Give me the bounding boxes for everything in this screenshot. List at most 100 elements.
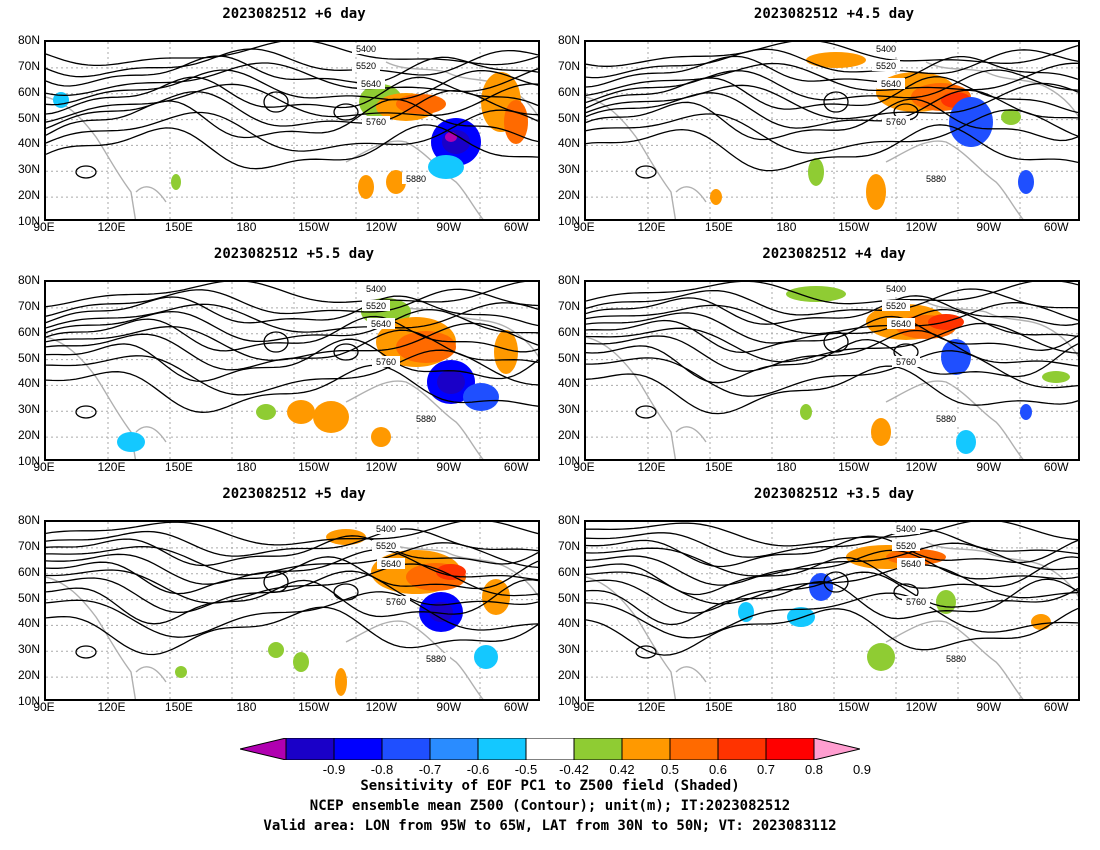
contour-label-bg bbox=[887, 318, 915, 329]
sensitivity-shade bbox=[1042, 371, 1070, 383]
sensitivity-shade bbox=[806, 52, 866, 68]
lon-tick-label: 90E bbox=[573, 220, 595, 234]
lat-tick-label: 80N bbox=[557, 273, 580, 287]
lat-tick-label: 20N bbox=[557, 188, 580, 203]
z500-contour bbox=[46, 124, 538, 170]
sensitivity-shade bbox=[808, 158, 824, 186]
lon-tick-label: 90W bbox=[976, 220, 1002, 234]
colorbar-tick-label: 0.6 bbox=[708, 762, 728, 777]
z500-contour bbox=[586, 69, 1078, 104]
lat-tick-label: 40N bbox=[17, 616, 40, 631]
panel-title: 2023082512 +4.5 day bbox=[753, 6, 915, 22]
coastline bbox=[925, 61, 1078, 117]
colorbar-box bbox=[429, 738, 479, 760]
colorbar-box bbox=[717, 738, 767, 760]
contour-label-bg bbox=[882, 283, 910, 294]
z500-contour bbox=[586, 607, 1078, 656]
contour-label: 5640 bbox=[371, 319, 391, 329]
z500-contour bbox=[46, 563, 538, 604]
z500-contour bbox=[46, 308, 538, 343]
contour-label: 5400 bbox=[876, 44, 896, 54]
z500-contour bbox=[586, 109, 1078, 154]
contour-label-bg bbox=[897, 558, 925, 569]
coastline bbox=[586, 96, 677, 219]
lat-tick-label: 70N bbox=[557, 298, 580, 313]
coastline bbox=[385, 61, 538, 117]
sensitivity-shade bbox=[371, 427, 391, 447]
z500-contour bbox=[823, 91, 849, 113]
z500-contour bbox=[586, 338, 1078, 384]
contour-label-bg bbox=[922, 173, 950, 184]
z500-contour bbox=[586, 522, 1078, 547]
coastline bbox=[46, 336, 137, 459]
sensitivity-shade bbox=[787, 607, 815, 627]
z500-contour bbox=[46, 535, 538, 567]
contour-label: 5400 bbox=[376, 524, 396, 534]
z500-contour bbox=[586, 578, 1078, 626]
lon-tick-label: 150W bbox=[298, 220, 330, 234]
z500-contour bbox=[46, 364, 538, 413]
z500-contour bbox=[46, 282, 526, 308]
lat-tick-label: 30N bbox=[17, 402, 40, 417]
map-plot: 5400 5520 5640 5760 5880 bbox=[586, 282, 1078, 459]
contour-label: 5400 bbox=[896, 524, 916, 534]
z500-contour bbox=[46, 338, 538, 382]
lon-tick-label: 90E bbox=[33, 220, 55, 234]
map-plot: 5400 5520 5640 5760 5880 bbox=[46, 42, 538, 219]
coastline bbox=[46, 576, 137, 699]
sensitivity-shade bbox=[445, 132, 457, 142]
sensitivity-shade bbox=[1001, 109, 1021, 125]
z500-contour bbox=[586, 535, 1078, 568]
sensitivity-shade bbox=[867, 643, 895, 671]
lat-tick-label: 80N bbox=[17, 513, 40, 527]
sensitivity-shade bbox=[738, 602, 754, 622]
map-panel: 5400 5520 5640 5760 5880 bbox=[584, 280, 1080, 461]
colorbar-tick-label: 0.5 bbox=[660, 762, 680, 777]
z500-contour bbox=[46, 42, 538, 67]
sensitivity-shade bbox=[386, 170, 406, 194]
lat-tick-label: 10N bbox=[557, 694, 580, 708]
lat-tick-label: 20N bbox=[17, 668, 40, 683]
z500-contour bbox=[586, 571, 1078, 614]
lon-tick-label: 90E bbox=[573, 700, 595, 714]
lon-tick-label: 150E bbox=[704, 460, 733, 474]
z500-contour bbox=[586, 549, 1078, 586]
contour-label: 5760 bbox=[906, 597, 926, 607]
colorbar-box bbox=[285, 738, 335, 760]
z500-contour bbox=[46, 570, 538, 614]
contour-label: 5520 bbox=[356, 61, 376, 71]
z500-contour bbox=[46, 315, 538, 353]
lat-tick-label: 20N bbox=[557, 428, 580, 443]
sensitivity-shade bbox=[256, 404, 276, 420]
lon-tick-label: 60W bbox=[503, 220, 529, 234]
z500-contour bbox=[823, 331, 849, 353]
contour-label: 5400 bbox=[356, 44, 376, 54]
lon-tick-label: 150E bbox=[164, 220, 193, 234]
contour-label-bg bbox=[352, 43, 380, 54]
colorbar-tick-label: -0.5 bbox=[514, 762, 538, 777]
colorbar-max-triangle bbox=[813, 738, 860, 760]
z500-contour bbox=[46, 98, 538, 143]
z500-contour bbox=[586, 62, 1078, 97]
lat-tick-label: 30N bbox=[17, 642, 40, 657]
coastline bbox=[385, 541, 538, 597]
sensitivity-shade bbox=[436, 564, 466, 580]
lon-tick-label: 150E bbox=[164, 460, 193, 474]
z500-contour bbox=[586, 542, 1078, 577]
contour-label-bg bbox=[882, 300, 910, 311]
lon-tick-label: 90W bbox=[436, 460, 462, 474]
sensitivity-shade bbox=[358, 175, 374, 199]
sensitivity-shade bbox=[1018, 170, 1034, 194]
colorbar-box bbox=[669, 738, 719, 760]
colorbar-tick-label: -0.6 bbox=[466, 762, 490, 777]
z500-contour bbox=[586, 288, 1078, 316]
lon-tick-label: 120E bbox=[637, 700, 666, 714]
coastline bbox=[675, 186, 707, 203]
coastline bbox=[586, 336, 677, 459]
coastline bbox=[586, 576, 677, 699]
sensitivity-shade bbox=[1020, 404, 1032, 420]
contour-label: 5640 bbox=[881, 79, 901, 89]
sensitivity-shade bbox=[474, 645, 498, 669]
contour-label: 5880 bbox=[926, 174, 946, 184]
z500-contour bbox=[46, 591, 538, 638]
